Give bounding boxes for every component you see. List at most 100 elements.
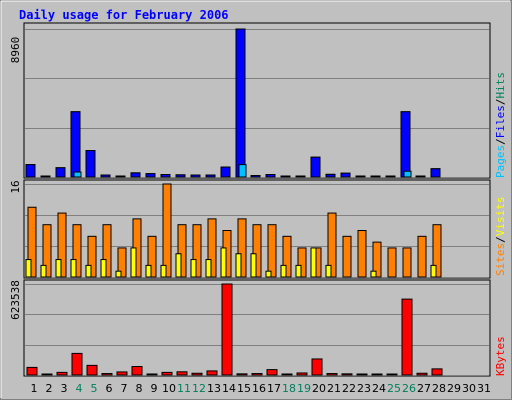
day-label: 20 xyxy=(312,382,326,395)
kbytes-bar xyxy=(371,373,383,376)
legend-sites: Sites xyxy=(494,243,507,276)
files-bar xyxy=(430,168,441,178)
sites-bar xyxy=(252,224,262,278)
files-bar xyxy=(205,174,216,178)
day-label: 6 xyxy=(106,382,113,395)
files-bar xyxy=(145,173,156,178)
kbytes-bar xyxy=(176,371,188,376)
day-label: 31 xyxy=(477,382,491,395)
day-label: 7 xyxy=(121,382,128,395)
day-label: 23 xyxy=(357,382,371,395)
legend-visits: Visits xyxy=(494,197,507,237)
files-bar xyxy=(415,175,426,178)
visits-bar xyxy=(325,264,332,278)
sites-bar xyxy=(192,224,202,278)
kbytes-bar xyxy=(386,373,398,376)
files-bar xyxy=(85,150,96,178)
sites-bar xyxy=(237,218,247,278)
day-label: 1 xyxy=(31,382,38,395)
day-label: 10 xyxy=(162,382,176,395)
day-label: 14 xyxy=(222,382,236,395)
kbytes-bar xyxy=(281,373,293,376)
kbytes-bar xyxy=(416,372,428,376)
visits-bar xyxy=(310,247,317,278)
visits-bar xyxy=(190,259,197,278)
day-label: 9 xyxy=(151,382,158,395)
sites-bar xyxy=(72,224,82,278)
day-label: 12 xyxy=(192,382,206,395)
kbytes-bar xyxy=(296,372,308,376)
visits-bar xyxy=(265,270,272,278)
sites-bar xyxy=(162,183,172,278)
day-label: 16 xyxy=(252,382,266,395)
kbytes-bar xyxy=(26,366,38,376)
files-bar xyxy=(325,173,336,178)
kbytes-bar xyxy=(56,371,68,376)
legend-pages: Pages xyxy=(494,145,507,178)
files-bar xyxy=(295,175,306,178)
kbytes-bar xyxy=(191,372,203,376)
kbytes-bar xyxy=(146,373,158,376)
files-bar xyxy=(115,175,126,178)
day-label: 24 xyxy=(372,382,386,395)
files-bar xyxy=(130,172,141,178)
day-label: 28 xyxy=(432,382,446,395)
kbytes-panel xyxy=(23,279,491,377)
files-bar xyxy=(400,111,411,178)
day-label: 19 xyxy=(297,382,311,395)
visits-bar xyxy=(115,270,122,278)
visits-bar xyxy=(280,264,287,278)
files-bar xyxy=(25,164,36,178)
kbytes-bar xyxy=(356,373,368,376)
day-label: 5 xyxy=(91,382,98,395)
day-label: 27 xyxy=(417,382,431,395)
visits-bar xyxy=(235,253,242,278)
files-bar xyxy=(355,175,366,178)
files-bar xyxy=(370,175,381,178)
kbytes-bar xyxy=(311,358,323,376)
kbytes-bar xyxy=(326,373,338,376)
day-label: 8 xyxy=(136,382,143,395)
day-label: 3 xyxy=(61,382,68,395)
bars xyxy=(25,28,443,376)
sites-bar xyxy=(117,247,127,278)
visits-bar xyxy=(70,259,77,278)
legend-files: Files xyxy=(494,105,507,138)
sites-bar xyxy=(387,247,397,278)
visits-bar xyxy=(160,264,167,278)
pages-bar xyxy=(403,170,412,178)
kbytes-bar xyxy=(341,373,353,376)
files-bar xyxy=(310,156,321,178)
sites-bar xyxy=(177,224,187,278)
kbytes-bar xyxy=(131,366,143,376)
visits-bar xyxy=(145,264,152,278)
day-label: 4 xyxy=(76,382,83,395)
sites-bar xyxy=(372,241,382,278)
sites-bar xyxy=(27,206,37,278)
day-label: 17 xyxy=(267,382,281,395)
kbytes-bar xyxy=(86,364,98,376)
files-bar xyxy=(55,167,66,178)
files-bar xyxy=(100,174,111,178)
day-label: 15 xyxy=(237,382,251,395)
sites-bar xyxy=(417,235,427,278)
files-bar xyxy=(340,172,351,178)
legend-sep: / xyxy=(494,99,507,106)
legend-sep: / xyxy=(494,138,507,145)
visits-bar xyxy=(370,270,377,278)
sites-bar xyxy=(57,212,67,278)
sites-bar xyxy=(342,235,352,278)
day-label: 13 xyxy=(207,382,221,395)
day-label: 11 xyxy=(177,382,191,395)
files-bar xyxy=(280,175,291,178)
chart-title: Daily usage for February 2006 xyxy=(19,8,229,22)
files-bar xyxy=(40,175,51,178)
kbytes-bar xyxy=(101,373,113,376)
files-bar xyxy=(190,174,201,178)
day-label: 30 xyxy=(462,382,476,395)
files-bar xyxy=(385,175,396,178)
visits-bar xyxy=(40,264,47,278)
files-bar xyxy=(160,174,171,178)
